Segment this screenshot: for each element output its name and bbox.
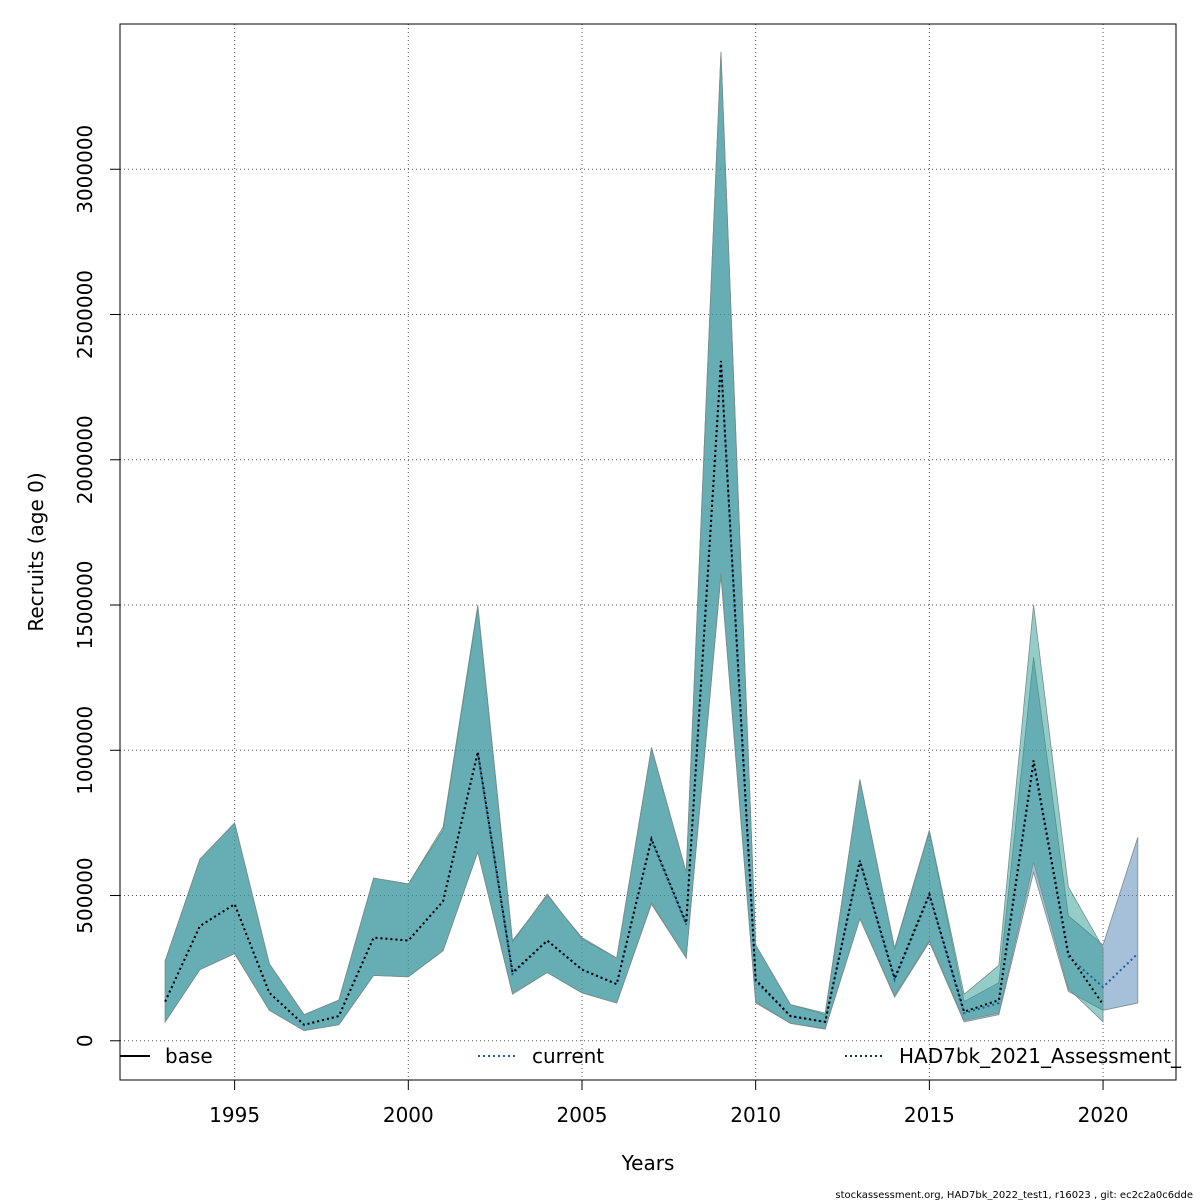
legend-label-had7bk: HAD7bk_2021_Assessment_ bbox=[899, 1044, 1182, 1068]
legend-label-current: current bbox=[532, 1044, 604, 1068]
y-tick-label: 1500000 bbox=[73, 560, 97, 649]
legend: base current HAD7bk_2021_Assessment_ bbox=[120, 1044, 1182, 1068]
x-tick-label: 2000 bbox=[383, 1103, 434, 1127]
x-tick-label: 1995 bbox=[209, 1103, 260, 1127]
x-tick-label: 2005 bbox=[557, 1103, 608, 1127]
x-tick-label: 2015 bbox=[904, 1103, 955, 1127]
confidence-band-base bbox=[164, 51, 1104, 1032]
y-tick-label: 0 bbox=[73, 1034, 97, 1047]
y-axis-title: Recruits (age 0) bbox=[24, 472, 48, 631]
x-tick-label: 2010 bbox=[730, 1103, 781, 1127]
line-current bbox=[164, 363, 1139, 1026]
y-tick-label: 1000000 bbox=[73, 706, 97, 795]
series-lines bbox=[164, 360, 1139, 1026]
x-tick-label: 2020 bbox=[1078, 1103, 1129, 1127]
y-tick-label: 2500000 bbox=[73, 270, 97, 359]
x-axis-title: Years bbox=[621, 1151, 675, 1175]
confidence-bands bbox=[164, 51, 1139, 1032]
x-axis: 1995 2000 2005 2010 2015 2020 bbox=[209, 1080, 1129, 1127]
y-tick-label: 500000 bbox=[73, 857, 97, 933]
y-tick-label: 3000000 bbox=[73, 125, 97, 214]
plot-frame bbox=[119, 23, 1177, 1081]
footer-credit: stockassessment.org, HAD7bk_2022_test1, … bbox=[835, 1190, 1193, 1200]
line-base bbox=[164, 360, 1104, 1026]
legend-label-base: base bbox=[165, 1044, 213, 1068]
grid-lines bbox=[120, 24, 1176, 1080]
y-axis: 0 500000 1000000 1500000 2000000 2500000 30000… bbox=[73, 125, 120, 1047]
y-tick-label: 2000000 bbox=[73, 415, 97, 504]
